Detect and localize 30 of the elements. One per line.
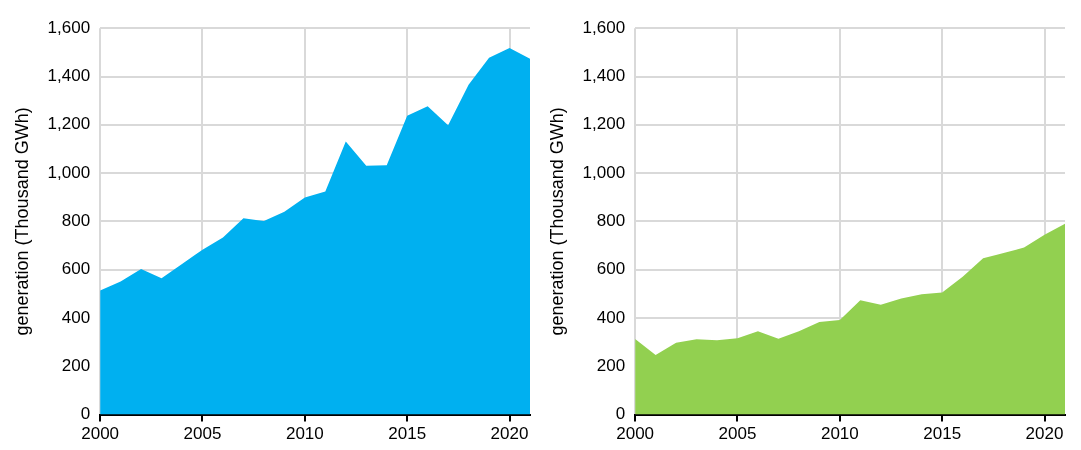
x-tick-label: 2000	[616, 424, 655, 444]
y-tick-label: 1,600	[47, 17, 91, 37]
y-tick-label: 1,200	[47, 114, 91, 134]
y-axis-title: generation (Thousand GWh)	[11, 107, 32, 336]
x-tick-label: 2020	[1025, 424, 1064, 444]
x-tick-label: 2015	[923, 424, 962, 444]
y-tick-label: 600	[596, 259, 626, 279]
y-tick-label: 800	[596, 211, 626, 231]
y-tick-label: 400	[596, 307, 626, 327]
y-tick-label: 400	[61, 307, 91, 327]
y-tick-label: 1,000	[582, 162, 626, 182]
y-tick-label: 600	[61, 259, 91, 279]
x-tick-label: 2010	[285, 424, 324, 444]
y-tick-label: 1,400	[582, 66, 626, 86]
x-tick-label: 2005	[718, 424, 757, 444]
x-tick-label: 2010	[820, 424, 859, 444]
y-tick-label: 1,400	[47, 66, 91, 86]
x-tick-label: 2000	[81, 424, 120, 444]
y-tick-label: 0	[80, 404, 91, 424]
y-tick-label: 800	[61, 211, 91, 231]
y-tick-label: 0	[615, 404, 626, 424]
x-tick-label: 2015	[388, 424, 427, 444]
y-tick-label: 1,000	[47, 162, 91, 182]
y-tick-label: 1,200	[582, 114, 626, 134]
y-tick-label: 200	[596, 355, 626, 375]
y-tick-label: 200	[61, 355, 91, 375]
x-tick-label: 2020	[490, 424, 529, 444]
y-tick-label: 1,600	[582, 17, 626, 37]
y-axis-title: generation (Thousand GWh)	[546, 107, 567, 336]
x-tick-label: 2005	[183, 424, 222, 444]
